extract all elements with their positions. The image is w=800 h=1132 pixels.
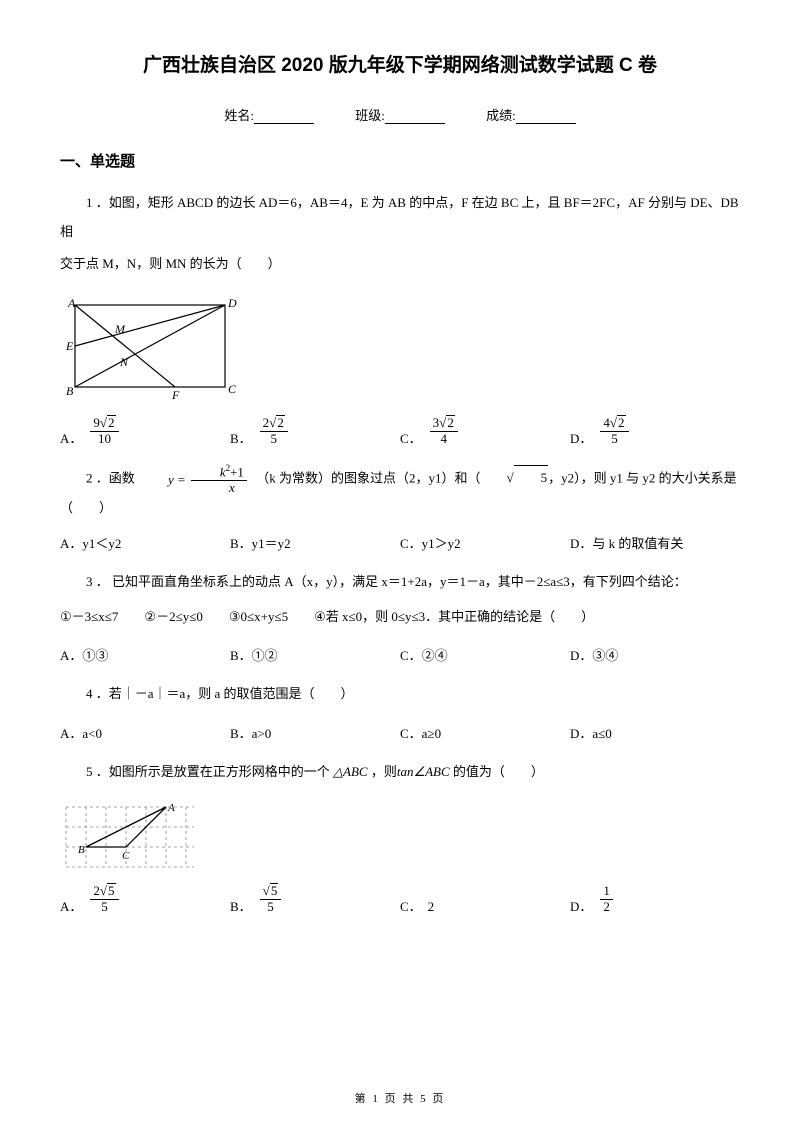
q5-optC: C． 2 [400,896,570,915]
page-footer: 第 1 页 共 5 页 [0,1090,800,1106]
q5-tri: △ABC [333,764,368,779]
q1-text: 1 ．如图，矩形 ABCD 的边长 AD＝6，AB＝4，E 为 AB 的中点，F… [60,189,740,246]
q1b-sqrt: 2 [276,415,285,431]
q5-optB: B． 55 [230,883,400,915]
q3-optD: D．③④ [570,645,740,664]
q4-text: 4 ．若｜－a｜＝a，则 a 的取值范围是（ ） [60,680,740,709]
q5a-den: 5 [98,900,111,915]
q5-text: 5 ．如图所示是放置在正方形网格中的一个 △ABC ，则tan∠ABC 的值为（… [60,758,740,787]
opt-label-a5: A． [60,896,82,915]
q2-optA: A．y1＜y2 [60,533,230,552]
q4-optC: C．a≥0 [400,723,570,742]
svg-text:D: D [227,296,237,310]
q5b-sqrt: 5 [270,883,279,899]
opt-label-d5: D． [570,896,592,915]
section-heading: 一、单选题 [60,150,740,171]
q1-line1: 1 ．如图，矩形 ABCD 的边长 AD＝6，AB＝4，E 为 AB 的中点，F… [60,195,739,239]
name-blank [254,110,314,124]
svg-text:N: N [119,355,129,369]
q2-options: A．y1＜y2 B．y1＝y2 C．y1＞y2 D．与 k 的取值有关 [60,533,740,552]
q3-optB: B．①② [230,645,400,664]
opt-label-c: C． [400,428,422,447]
q2-optB: B．y1＝y2 [230,533,400,552]
score-label: 成绩: [486,108,516,123]
q5c-val: 2 [428,899,435,915]
q1-optD: D． 425 [570,415,740,447]
svg-text:E: E [65,339,74,353]
q5d-den: 2 [600,900,613,915]
q2-text: 2 ．函数 y = k2+1x （k 为常数）的图象过点（2，y1）和（5，y2… [60,463,740,520]
svg-text:M: M [114,322,126,336]
q1-figure: A D E B F C M N [60,293,740,403]
q4-optD: D．a≤0 [570,723,740,742]
q1-optB: B． 225 [230,415,400,447]
q1-options: A． 9210 B． 225 C． 324 D． 425 [60,415,740,447]
q1a-den: 10 [95,432,114,447]
q2-optD: D．与 k 的取值有关 [570,533,740,552]
q5-optD: D． 12 [570,884,740,915]
q3-line2: ①－3≤x≤7 ②－2≤y≤0 ③0≤x+y≤5 ④若 x≤0，则 0≤y≤3．… [60,603,740,632]
q1c-den: 4 [437,432,450,447]
q4-optB: B．a>0 [230,723,400,742]
q1c-sqrt: 2 [446,415,455,431]
class-blank [385,110,445,124]
page-title: 广西壮族自治区 2020 版九年级下学期网络测试数学试题 C 卷 [60,50,740,77]
svg-text:B: B [66,384,74,398]
q4-options: A．a<0 B．a>0 C．a≥0 D．a≤0 [60,723,740,742]
q5-figure: A B C [60,801,740,871]
q1-line2: 交于点 M，N，则 MN 的长为（ ） [60,250,740,279]
q5-mid: ，则 [371,764,397,779]
q5b-den: 5 [264,900,277,915]
q5-options: A． 255 B． 55 C． 2 D． 12 [60,883,740,915]
q2-den: x [200,481,238,496]
opt-label-c5: C． [400,896,422,915]
svg-text:A: A [167,802,175,814]
q5-optA: A． 255 [60,883,230,915]
q5a-sqrt: 5 [107,883,116,899]
q1b-den: 5 [267,432,280,447]
score-blank [516,110,576,124]
opt-label-d: D． [570,428,592,447]
q2-optC: C．y1＞y2 [400,533,570,552]
q1-optC: C． 324 [400,415,570,447]
q1d-den: 5 [608,432,621,447]
q5-suffix: 的值为（ ） [450,764,544,779]
q5d-num: 1 [600,884,613,900]
svg-text:C: C [122,850,130,862]
opt-label-b: B． [230,428,252,447]
svg-text:F: F [171,388,180,402]
class-label: 班级: [355,108,385,123]
q2-sqrt: 5 [514,465,549,489]
q4-optA: A．a<0 [60,723,230,742]
q2-mid: （k 为常数）的图象过点（2，y1）和（ [256,470,480,485]
q3-options: A．①③ B．①② C．②④ D．③④ [60,645,740,664]
q1d-sqrt: 2 [617,415,626,431]
svg-text:B: B [78,844,85,856]
name-label: 姓名: [224,108,254,123]
q3-optC: C．②④ [400,645,570,664]
opt-label-a: A． [60,428,82,447]
q5-prefix: 5 ．如图所示是放置在正方形网格中的一个 [86,764,330,779]
svg-text:C: C [228,382,237,396]
q3-line1: 3 ． 已知平面直角坐标系上的动点 A（x，y），满足 x＝1+2a，y＝1－a… [60,568,740,597]
svg-text:A: A [67,296,76,310]
opt-label-b5: B． [230,896,252,915]
q5-tan: tan∠ABC [397,764,450,779]
header-fields: 姓名: 班级: 成绩: [60,105,740,124]
q1a-sqrt: 2 [107,415,116,431]
q2-prefix: 2 ．函数 [86,470,135,485]
q2-num-b: +1 [230,464,244,479]
q3-optA: A．①③ [60,645,230,664]
q1-optA: A． 9210 [60,415,230,447]
